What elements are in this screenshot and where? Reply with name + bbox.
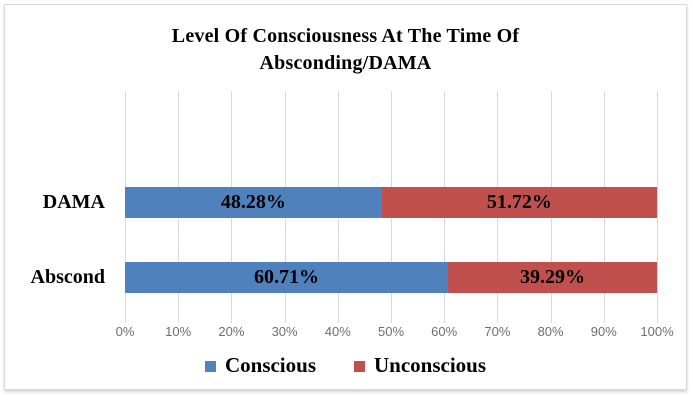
chart-title-line-2: Absconding/DAMA [259,52,432,74]
x-axis: 0% 10% 20% 30% 40% 50% 60% 70% 80% 90% 100% [116,324,674,340]
chart-title-line-1: Level Of Consciousness At The Time Of [171,25,520,47]
x-tick-label: 30% [271,324,298,339]
bar-row-abscond: 60.71% 39.29% [125,262,657,293]
bar-segment-unconscious: 39.29% [447,262,657,293]
legend-swatch-unconscious [354,361,365,372]
category-label-abscond: Abscond [30,266,105,288]
x-tick-label: 50% [377,324,405,339]
chart-title: Level Of Consciousness At The Time Of Ab… [5,23,686,77]
x-tick-label: 90% [590,324,617,339]
x-tick-label: 0% [115,324,135,339]
legend-label-unconscious: Unconscious [374,353,487,377]
gridline [657,91,658,323]
x-tick-label: 70% [484,324,511,339]
data-label: 48.28% [220,191,286,213]
x-tick-label: 100% [640,324,674,339]
category-label-dama: DAMA [42,191,105,213]
data-label: 51.72% [486,191,552,213]
x-tick-label: 40% [324,324,351,339]
bar-row-dama: 48.28% 51.72% [125,187,657,218]
bar-segment-conscious: 48.28% [125,187,382,218]
legend-item-unconscious: Unconscious [354,353,486,378]
legend-item-conscious: Conscious [204,353,316,378]
legend-label-conscious: Conscious [224,353,316,377]
bar-segment-unconscious: 51.72% [381,187,657,218]
x-tick-label: 10% [165,324,192,339]
legend: Conscious Unconscious [5,353,686,378]
data-label: 60.71% [253,266,319,288]
bar-segment-conscious: 60.71% [125,262,448,293]
legend-swatch-conscious [204,361,216,372]
x-tick-label: 60% [431,324,458,339]
chart-area: Level Of Consciousness At The Time Of Ab… [4,4,687,390]
data-label: 39.29% [519,266,585,288]
x-tick-label: 80% [537,324,564,339]
x-tick-label: 20% [218,324,245,339]
plot-area: 48.28% 51.72% 60.71% 39.29% [125,91,658,323]
